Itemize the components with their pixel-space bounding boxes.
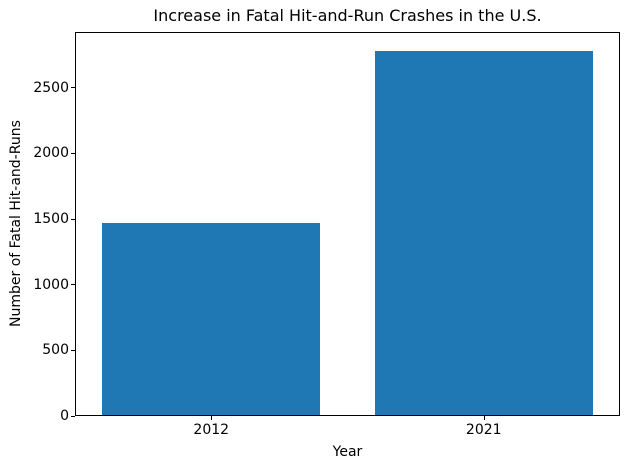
y-tick-mark xyxy=(71,349,75,351)
x-tick-mark xyxy=(211,416,213,420)
x-axis-label: Year xyxy=(332,444,363,460)
y-tick-label: 2500 xyxy=(33,79,69,96)
y-tick-mark xyxy=(71,284,75,286)
y-tick-mark xyxy=(71,415,75,417)
y-tick-label: 500 xyxy=(42,342,69,359)
y-tick-label: 2000 xyxy=(33,145,69,162)
chart-title: Increase in Fatal Hit-and-Run Crashes in… xyxy=(153,6,542,25)
plot-area xyxy=(75,32,620,416)
y-tick-label: 0 xyxy=(60,408,69,424)
y-tick-label: 1000 xyxy=(33,276,69,293)
x-tick-label: 2012 xyxy=(193,422,230,438)
y-tick-mark xyxy=(71,87,75,89)
x-tick-label: 2021 xyxy=(465,422,502,438)
bar-2012 xyxy=(102,223,321,416)
bar-2021 xyxy=(374,51,593,416)
y-tick-mark xyxy=(71,152,75,154)
x-tick-mark xyxy=(483,416,485,420)
y-tick-label: 1500 xyxy=(33,211,69,228)
y-tick-mark xyxy=(71,218,75,220)
